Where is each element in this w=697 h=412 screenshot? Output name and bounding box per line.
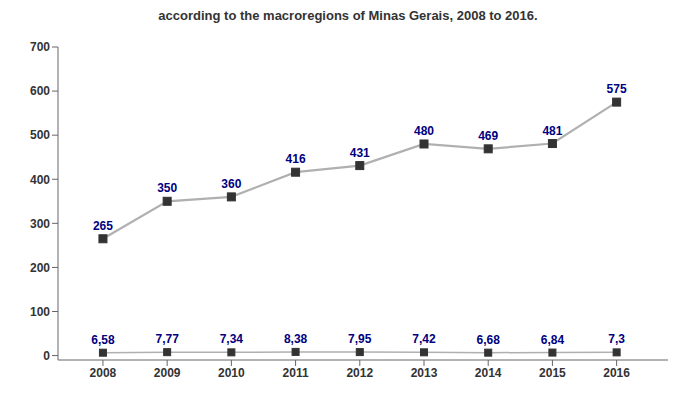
svg-text:469: 469 — [478, 129, 498, 143]
svg-text:2010: 2010 — [218, 366, 245, 380]
svg-text:300: 300 — [30, 217, 50, 231]
svg-text:2013: 2013 — [411, 366, 438, 380]
svg-text:360: 360 — [221, 177, 241, 191]
svg-text:7,95: 7,95 — [348, 332, 372, 346]
svg-text:265: 265 — [93, 219, 113, 233]
svg-text:2014: 2014 — [475, 366, 502, 380]
svg-text:2012: 2012 — [346, 366, 373, 380]
svg-text:400: 400 — [30, 173, 50, 187]
svg-text:2016: 2016 — [603, 366, 630, 380]
svg-text:7,3: 7,3 — [608, 332, 625, 346]
svg-text:6,68: 6,68 — [477, 333, 501, 347]
svg-text:2015: 2015 — [539, 366, 566, 380]
svg-text:7,34: 7,34 — [220, 332, 244, 346]
svg-text:8,38: 8,38 — [284, 332, 308, 346]
svg-text:431: 431 — [350, 146, 370, 160]
svg-text:700: 700 — [30, 40, 50, 54]
svg-text:575: 575 — [607, 82, 627, 96]
svg-text:500: 500 — [30, 128, 50, 142]
svg-text:2009: 2009 — [154, 366, 181, 380]
svg-text:600: 600 — [30, 84, 50, 98]
svg-text:416: 416 — [286, 152, 306, 166]
svg-text:7,77: 7,77 — [155, 332, 179, 346]
svg-text:6,58: 6,58 — [91, 333, 115, 347]
svg-text:0: 0 — [43, 349, 50, 363]
svg-text:7,42: 7,42 — [412, 332, 436, 346]
svg-text:2008: 2008 — [90, 366, 117, 380]
svg-text:481: 481 — [542, 124, 562, 138]
html-text:according to the macroregions: according to the macroregions of Minas G… — [158, 8, 538, 23]
svg-text:200: 200 — [30, 261, 50, 275]
svg-text:100: 100 — [30, 305, 50, 319]
svg-text:480: 480 — [414, 124, 434, 138]
svg-text:6,84: 6,84 — [541, 333, 565, 347]
svg-text:350: 350 — [157, 181, 177, 195]
svg-text:2011: 2011 — [283, 366, 309, 380]
